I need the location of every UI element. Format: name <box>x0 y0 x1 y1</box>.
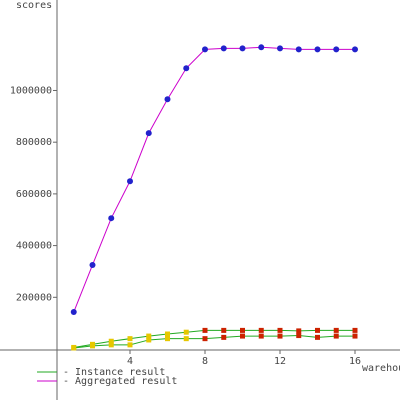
instance-point <box>277 327 283 333</box>
aggregated-point <box>220 45 227 52</box>
instance-point <box>296 333 302 339</box>
legend-label: - Aggregated result <box>63 376 177 387</box>
instance-point <box>202 327 208 333</box>
y-axis-label: scores <box>16 0 52 11</box>
instance-point <box>146 333 152 339</box>
x-tick-label: 16 <box>349 356 361 367</box>
aggregated-point <box>295 46 302 53</box>
instance-point <box>108 342 114 348</box>
aggregated-line <box>73 46 355 313</box>
instance-line <box>73 335 355 349</box>
aggregated-point <box>108 215 115 222</box>
instance-point <box>202 336 208 342</box>
instance-point <box>258 333 264 339</box>
legend-label: - Instance result <box>63 367 165 378</box>
aggregated-point <box>258 44 265 51</box>
aggregated-point <box>164 96 171 103</box>
instance-point <box>277 333 283 339</box>
instance-point <box>315 327 320 333</box>
aggregated-point <box>239 45 246 52</box>
aggregated-point <box>333 46 340 53</box>
instance-point <box>315 334 320 340</box>
aggregated-point <box>352 46 358 53</box>
x-tick-label: 8 <box>202 356 208 367</box>
instance-point <box>90 341 95 347</box>
x-tick-label: 4 <box>127 356 133 367</box>
y-tick-label: 200000 <box>16 292 52 303</box>
y-tick-label: 400000 <box>16 241 52 252</box>
instance-line <box>73 329 355 348</box>
instance-point <box>258 327 264 333</box>
aggregated-point <box>202 46 208 53</box>
x-tick-label: 12 <box>274 356 286 367</box>
aggregated-point <box>127 178 133 185</box>
instance-point <box>146 337 152 343</box>
instance-point <box>165 336 170 342</box>
instance-point <box>165 331 170 337</box>
instance-point <box>183 329 189 335</box>
instance-point <box>296 328 302 334</box>
instance-point <box>183 336 189 342</box>
aggregated-point <box>145 130 152 137</box>
instance-point <box>240 327 245 333</box>
aggregated-point <box>89 261 96 268</box>
aggregated-point <box>314 46 321 53</box>
instance-point <box>352 327 358 333</box>
instance-point <box>333 327 339 333</box>
instance-point <box>352 333 358 339</box>
y-tick-label: 600000 <box>16 189 52 200</box>
aggregated-point <box>183 65 190 72</box>
instance-point <box>127 342 133 348</box>
instance-point <box>127 336 133 342</box>
y-tick-label: 1000000 <box>10 85 52 96</box>
aggregated-point <box>70 309 77 316</box>
instance-point <box>333 333 339 339</box>
instance-point <box>71 344 77 350</box>
instance-point <box>240 333 245 339</box>
instance-point <box>221 334 227 340</box>
instance-point <box>108 338 114 344</box>
x-axis-label: warehouses <box>362 363 400 374</box>
instance-point <box>221 327 227 333</box>
y-tick-label: 800000 <box>16 137 52 148</box>
aggregated-point <box>277 45 283 52</box>
